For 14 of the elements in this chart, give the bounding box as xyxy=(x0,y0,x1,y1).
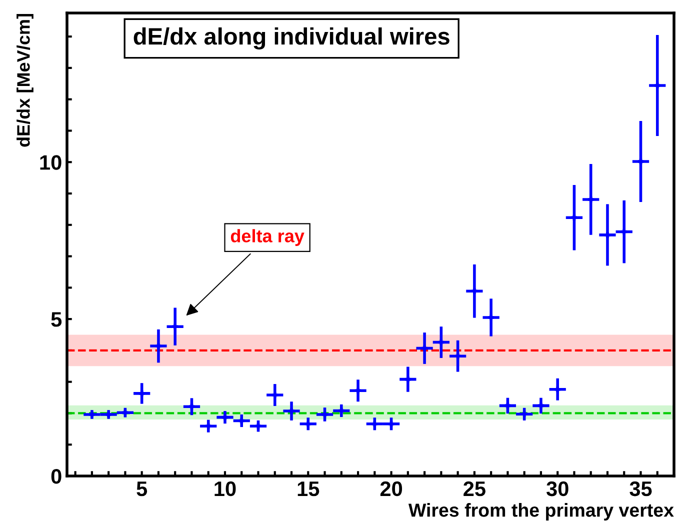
x-tick-label: 30 xyxy=(546,481,568,496)
y-tick-label: 5 xyxy=(51,312,62,327)
x-tick-label: 10 xyxy=(214,481,236,496)
annotation: delta ray xyxy=(230,229,304,246)
x-tick-label: 5 xyxy=(136,482,148,496)
text: dE/dx along individual wires xyxy=(134,27,450,50)
y-axis-title: dE/dx [MeV/cm] xyxy=(16,14,34,147)
y-tick-label: 0 xyxy=(51,469,62,484)
x-axis-title: Wires from the primary vertex xyxy=(408,503,674,521)
x-tick-label: 20 xyxy=(380,481,402,496)
x-tick-label: 25 xyxy=(464,481,486,496)
x-tick-label: 15 xyxy=(298,482,320,496)
y-tick-label: 10 xyxy=(40,155,62,170)
x-tick-label: 35 xyxy=(630,481,652,496)
